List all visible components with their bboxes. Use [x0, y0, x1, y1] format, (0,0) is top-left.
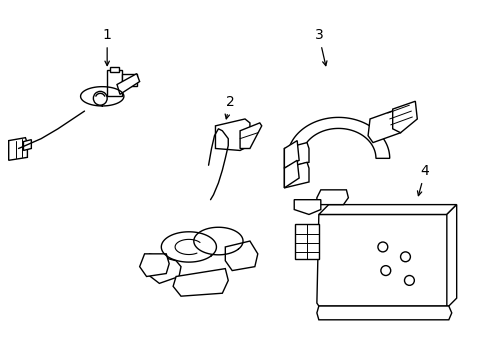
Polygon shape [117, 74, 140, 94]
Polygon shape [392, 101, 417, 133]
Polygon shape [288, 117, 390, 158]
Polygon shape [447, 204, 457, 306]
Polygon shape [317, 190, 348, 204]
Polygon shape [110, 67, 119, 72]
Polygon shape [9, 138, 27, 160]
Text: 4: 4 [417, 164, 430, 196]
Polygon shape [145, 254, 181, 283]
Polygon shape [284, 162, 309, 188]
Polygon shape [216, 119, 250, 150]
Text: 2: 2 [225, 95, 235, 119]
Polygon shape [319, 204, 457, 215]
Polygon shape [140, 254, 169, 276]
Text: 1: 1 [103, 28, 112, 66]
Polygon shape [225, 241, 258, 271]
Polygon shape [294, 200, 321, 215]
Polygon shape [317, 306, 452, 320]
Polygon shape [240, 123, 262, 148]
Polygon shape [284, 143, 309, 168]
Text: 3: 3 [315, 28, 327, 66]
Polygon shape [284, 160, 299, 188]
Polygon shape [107, 70, 122, 96]
Polygon shape [24, 140, 31, 150]
Polygon shape [284, 141, 299, 168]
Polygon shape [295, 224, 319, 259]
Polygon shape [122, 74, 137, 86]
Polygon shape [173, 269, 228, 296]
Polygon shape [317, 215, 449, 306]
Polygon shape [368, 109, 402, 143]
